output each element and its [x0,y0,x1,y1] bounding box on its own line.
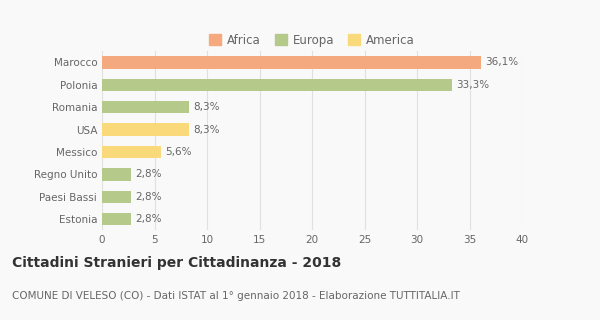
Bar [102,124,189,136]
Text: 2,8%: 2,8% [136,192,162,202]
Text: Cittadini Stranieri per Cittadinanza - 2018: Cittadini Stranieri per Cittadinanza - 2… [12,256,341,270]
Text: 33,3%: 33,3% [456,80,489,90]
Bar [102,146,161,158]
Text: 2,8%: 2,8% [136,169,162,180]
Bar [102,79,452,91]
Text: 8,3%: 8,3% [193,102,220,112]
Text: 8,3%: 8,3% [193,124,220,135]
Text: COMUNE DI VELESO (CO) - Dati ISTAT al 1° gennaio 2018 - Elaborazione TUTTITALIA.: COMUNE DI VELESO (CO) - Dati ISTAT al 1°… [12,291,460,301]
Bar [102,56,481,68]
Text: 2,8%: 2,8% [136,214,162,224]
Legend: Africa, Europa, America: Africa, Europa, America [209,34,415,47]
Bar [102,191,131,203]
Bar [102,213,131,225]
Text: 5,6%: 5,6% [165,147,191,157]
Bar [102,168,131,180]
Bar [102,101,189,113]
Text: 36,1%: 36,1% [485,57,518,68]
